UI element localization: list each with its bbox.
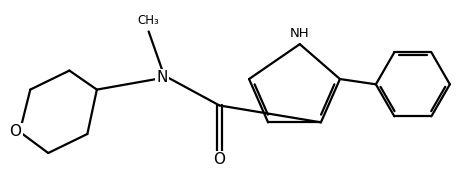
Text: O: O — [213, 152, 225, 167]
Text: O: O — [10, 124, 22, 139]
Text: CH₃: CH₃ — [138, 14, 160, 27]
Text: N: N — [157, 70, 168, 86]
Text: NH: NH — [290, 27, 309, 40]
